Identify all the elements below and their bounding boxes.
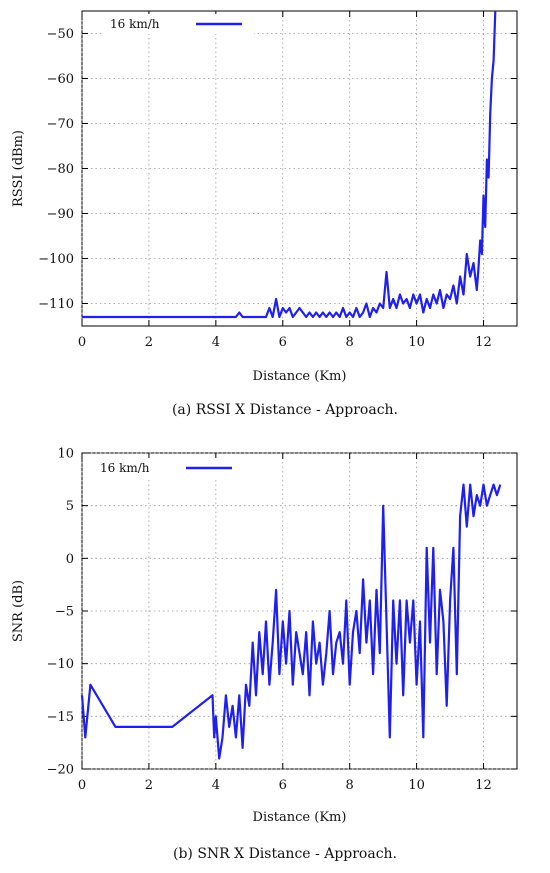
x-tick-label: 6 xyxy=(279,335,287,350)
snr-chart: 0 2 4 6 8 10 12 10 5 0 −5 −10 −15 −20 16 km/h Distanc… xyxy=(11,447,518,862)
x-tick-label: 12 xyxy=(475,778,492,793)
x-axis-label: Distance (Km) xyxy=(253,810,347,825)
x-tick-label: 0 xyxy=(78,335,86,350)
legend-label: 16 km/h xyxy=(110,17,160,31)
y-tick-label: −20 xyxy=(47,763,74,778)
y-tick-label: −70 xyxy=(47,117,74,132)
y-tick-label: −15 xyxy=(47,710,74,725)
x-tick-label: 10 xyxy=(408,778,425,793)
x-tick-label: 0 xyxy=(78,778,86,793)
x-tick-label: 2 xyxy=(145,778,153,793)
x-tick-label: 6 xyxy=(279,778,287,793)
x-tick-label: 10 xyxy=(408,335,425,350)
y-tick-label: −10 xyxy=(47,657,74,672)
y-tick-label: 5 xyxy=(66,499,74,514)
x-tick-label: 8 xyxy=(346,335,354,350)
y-tick-label: 0 xyxy=(66,552,74,567)
y-tick-label: −5 xyxy=(55,605,74,620)
x-tick-label: 2 xyxy=(145,335,153,350)
grid xyxy=(81,452,517,770)
y-tick-label: −60 xyxy=(47,72,74,87)
y-axis-label: SNR (dB) xyxy=(11,580,26,642)
rssi-chart: 0 2 4 6 8 10 12 −50 −60 −70 −80 −90 −100 −110 16 km/h… xyxy=(11,10,518,418)
legend-box xyxy=(94,458,244,478)
y-tick-label: −90 xyxy=(47,207,74,222)
legend-label: 16 km/h xyxy=(100,461,150,475)
legend-box xyxy=(104,14,254,34)
y-tick-label: −110 xyxy=(38,297,74,312)
axis-ticks: 0 2 4 6 8 10 12 10 5 0 −5 −10 −15 −20 xyxy=(47,447,517,793)
grid xyxy=(81,11,517,326)
y-tick-label: −100 xyxy=(38,252,74,267)
x-tick-label: 4 xyxy=(212,335,220,350)
x-tick-label: 12 xyxy=(475,335,492,350)
y-tick-label: −50 xyxy=(47,27,74,42)
y-tick-label: 10 xyxy=(57,447,74,462)
series-line-16kmh xyxy=(80,483,502,760)
series-line-16kmh xyxy=(82,10,497,319)
x-axis-label: Distance (Km) xyxy=(253,369,347,384)
caption: (b) SNR X Distance - Approach. xyxy=(173,846,397,862)
axis-ticks: 0 2 4 6 8 10 12 −50 −60 −70 −80 −90 −100 −110 xyxy=(38,11,517,350)
y-tick-label: −80 xyxy=(47,162,74,177)
caption: (a) RSSI X Distance - Approach. xyxy=(172,402,398,418)
x-tick-label: 4 xyxy=(212,778,220,793)
x-tick-label: 8 xyxy=(346,778,354,793)
y-axis-label: RSSI (dBm) xyxy=(11,130,26,207)
